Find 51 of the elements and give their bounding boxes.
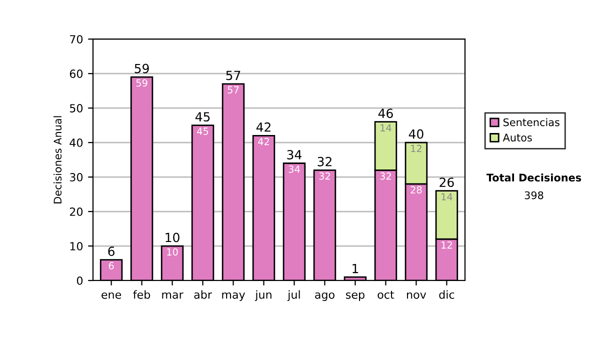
data-label: 10 — [167, 248, 178, 256]
data-label: 45 — [197, 128, 208, 135]
y-tick-label: 0 — [76, 276, 83, 285]
x-tick-label: oct — [378, 290, 394, 299]
legend-label: Sentencias — [503, 118, 560, 126]
x-tick-label: sep — [346, 292, 364, 301]
total-label: 6 — [108, 246, 114, 256]
y-axis-title: Decisiones Anual — [54, 116, 62, 204]
data-label: 6 — [108, 262, 114, 270]
total-label: 34 — [287, 150, 302, 160]
x-tick-label: jul — [287, 290, 300, 301]
x-tick-label: abr — [194, 290, 212, 299]
total-label: 26 — [440, 178, 454, 188]
y-tick-label: 70 — [70, 35, 83, 44]
y-tick-label: 10 — [70, 242, 83, 250]
text: Total Decisiones — [486, 173, 582, 182]
data-label: 14 — [380, 124, 392, 132]
x-tick-label: jun — [254, 290, 272, 301]
x-tick-label: ago — [315, 292, 334, 301]
text: 398 — [524, 191, 544, 200]
data-label: 32 — [319, 172, 330, 180]
data-label: 34 — [288, 165, 300, 173]
total-label: 40 — [408, 129, 424, 139]
data-label: 57 — [228, 86, 239, 94]
x-tick-label: feb — [133, 290, 150, 299]
total-label: 42 — [256, 122, 270, 132]
y-tick-label: 60 — [70, 70, 83, 78]
data-label: 42 — [258, 138, 269, 146]
total-label: 32 — [318, 156, 332, 166]
total-label: 1 — [352, 264, 358, 274]
y-tick-label: 50 — [70, 104, 83, 112]
data-label: 14 — [442, 193, 452, 200]
x-tick-label: ene — [102, 292, 122, 299]
data-label: 59 — [136, 79, 148, 87]
total-label: 57 — [226, 70, 240, 80]
total-label: 10 — [166, 232, 180, 242]
x-tick-label: dic — [439, 290, 454, 299]
data-label: 12 — [442, 241, 452, 249]
y-tick-label: 40 — [70, 138, 83, 147]
y-tick-label: 30 — [70, 173, 83, 182]
legend-label: Autos — [502, 134, 532, 142]
y-tick-label: 20 — [70, 208, 83, 216]
x-tick-label: mar — [162, 292, 184, 299]
data-label: 28 — [410, 186, 422, 194]
x-tick-label: nov — [407, 292, 426, 299]
total-label: 46 — [378, 108, 393, 118]
total-label: 45 — [195, 112, 210, 122]
data-label: 12 — [411, 144, 422, 152]
x-tick-label: may — [222, 292, 246, 301]
total-label: 59 — [134, 64, 149, 74]
data-label: 32 — [380, 172, 391, 180]
